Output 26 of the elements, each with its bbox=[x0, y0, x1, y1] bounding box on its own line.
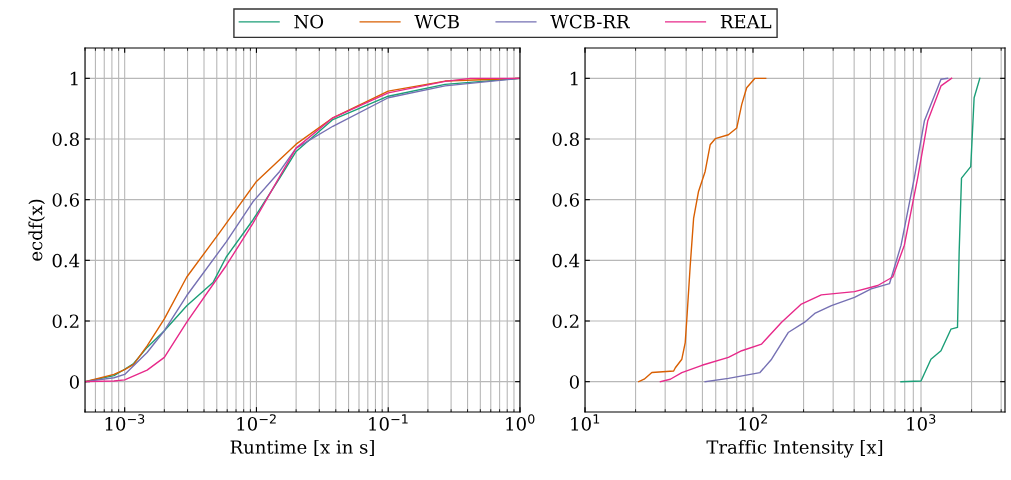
y-axis-title: ecdf(x) bbox=[28, 199, 45, 261]
y-tick-label: 1 bbox=[70, 71, 78, 86]
legend-label: WCB bbox=[414, 14, 459, 29]
x-tick-label: 10$^{3}$ bbox=[907, 414, 936, 431]
y-tick-label: 0.2 bbox=[52, 314, 79, 329]
y-tick-label: 0.6 bbox=[552, 193, 579, 207]
y-tick-label: 0 bbox=[69, 375, 79, 389]
x-tick-label: 10$^{−2}$ bbox=[237, 414, 276, 431]
legend-label: REAL bbox=[720, 15, 772, 29]
x-axis-title: Traffic Intensity [x] bbox=[706, 439, 883, 458]
x-tick-label: 10$^{−3}$ bbox=[105, 414, 145, 431]
x-tick-label: 10$^{1}$ bbox=[571, 414, 600, 431]
y-tick-label: 1 bbox=[570, 71, 578, 86]
x-tick-label: 10$^{−1}$ bbox=[369, 414, 408, 431]
legend-label: NO bbox=[294, 14, 324, 29]
legend-label: WCB-RR bbox=[550, 14, 631, 29]
x-axis-title: Runtime [x in s] bbox=[230, 439, 374, 456]
x-tick-label: 10$^{2}$ bbox=[739, 414, 768, 431]
y-tick-label: 0.8 bbox=[52, 132, 79, 147]
y-tick-label: 0 bbox=[569, 375, 579, 389]
y-tick-label: 0.2 bbox=[552, 314, 579, 329]
y-tick-label: 0.8 bbox=[552, 132, 579, 147]
y-tick-label: 0.4 bbox=[552, 253, 580, 268]
y-tick-label: 0.6 bbox=[52, 193, 79, 207]
x-tick-label: 10$^{0}$ bbox=[506, 414, 535, 431]
y-tick-label: 0.4 bbox=[52, 253, 80, 268]
